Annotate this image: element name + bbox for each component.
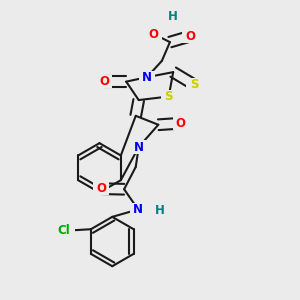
Text: O: O [176,117,186,130]
Text: N: N [133,203,143,216]
FancyBboxPatch shape [166,10,181,23]
FancyBboxPatch shape [152,204,167,217]
Text: Cl: Cl [57,224,70,237]
FancyBboxPatch shape [161,90,176,103]
FancyBboxPatch shape [93,182,109,195]
Text: N: N [142,71,152,84]
FancyBboxPatch shape [131,140,146,154]
FancyBboxPatch shape [173,117,188,130]
Text: N: N [134,140,144,154]
FancyBboxPatch shape [130,203,146,216]
Text: S: S [164,90,173,103]
Text: S: S [190,78,198,91]
Text: O: O [96,182,106,195]
Text: O: O [185,30,195,43]
FancyBboxPatch shape [146,28,162,40]
FancyBboxPatch shape [96,75,112,88]
FancyBboxPatch shape [182,30,198,43]
FancyBboxPatch shape [186,78,202,91]
Text: H: H [168,10,178,23]
Text: H: H [155,204,165,217]
Text: O: O [149,28,159,40]
FancyBboxPatch shape [139,70,155,84]
FancyBboxPatch shape [53,224,74,237]
Text: O: O [99,75,109,88]
